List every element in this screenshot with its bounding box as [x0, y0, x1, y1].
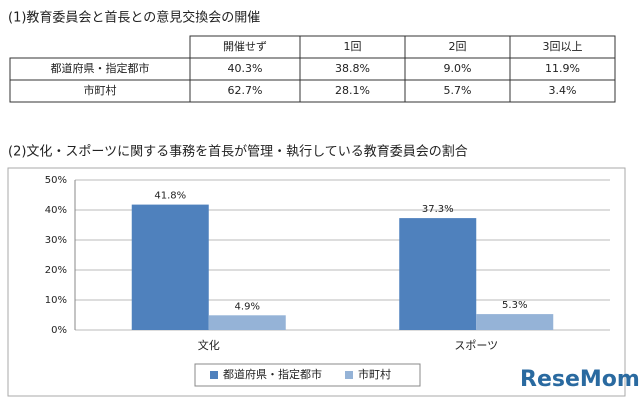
value-label: 5.3% — [502, 300, 527, 311]
legend-swatch — [210, 371, 218, 379]
watermark: ReseMom — [520, 367, 640, 392]
y-tick-label: 10% — [45, 295, 67, 306]
table-header: 1回 — [344, 40, 362, 53]
y-tick-label: 20% — [45, 265, 67, 276]
table-header: 開催せず — [223, 39, 267, 53]
table-cell-text: 9.0% — [444, 62, 472, 75]
legend-label: 都道府県・指定都市 — [223, 367, 322, 381]
bar — [399, 218, 477, 330]
table-cell-text: 62.7% — [228, 84, 263, 97]
table-cell — [509, 79, 616, 103]
value-label: 41.8% — [154, 191, 186, 202]
table-cell-text: 38.8% — [335, 62, 370, 75]
chart-frame — [7, 167, 626, 397]
y-tick-label: 40% — [45, 205, 67, 216]
x-tick-label: 文化 — [198, 338, 220, 352]
table-cell-text: 40.3% — [228, 62, 263, 75]
table-header: 2回 — [449, 40, 467, 53]
table-header: 3回以上 — [543, 40, 583, 53]
table-cell-text: 市町村 — [84, 83, 117, 97]
legend-swatch — [345, 371, 353, 379]
legend-box — [194, 363, 421, 387]
chart-title: (2)文化・スポーツに関する事務を首長が管理・執行している教育委員会の割合 — [8, 144, 468, 160]
y-tick-label: 0% — [51, 325, 67, 336]
x-tick-label: スポーツ — [454, 339, 498, 352]
bar — [131, 204, 209, 330]
table-cell-text: 3.4% — [549, 84, 577, 97]
table-cell-text: 5.7% — [444, 84, 472, 97]
table-title: (1)教育委員会と首長との意見交換会の開催 — [8, 10, 260, 26]
y-tick-label: 50% — [45, 175, 67, 186]
table-cell-text: 都道府県・指定都市 — [51, 61, 150, 75]
table-cell-text: 28.1% — [335, 84, 370, 97]
bar — [476, 314, 554, 330]
table-cell-text: 11.9% — [545, 62, 580, 75]
legend-label: 市町村 — [358, 367, 391, 381]
value-label: 4.9% — [235, 301, 260, 312]
y-tick-label: 30% — [45, 235, 67, 246]
value-label: 37.3% — [422, 204, 454, 215]
bar — [208, 315, 286, 330]
